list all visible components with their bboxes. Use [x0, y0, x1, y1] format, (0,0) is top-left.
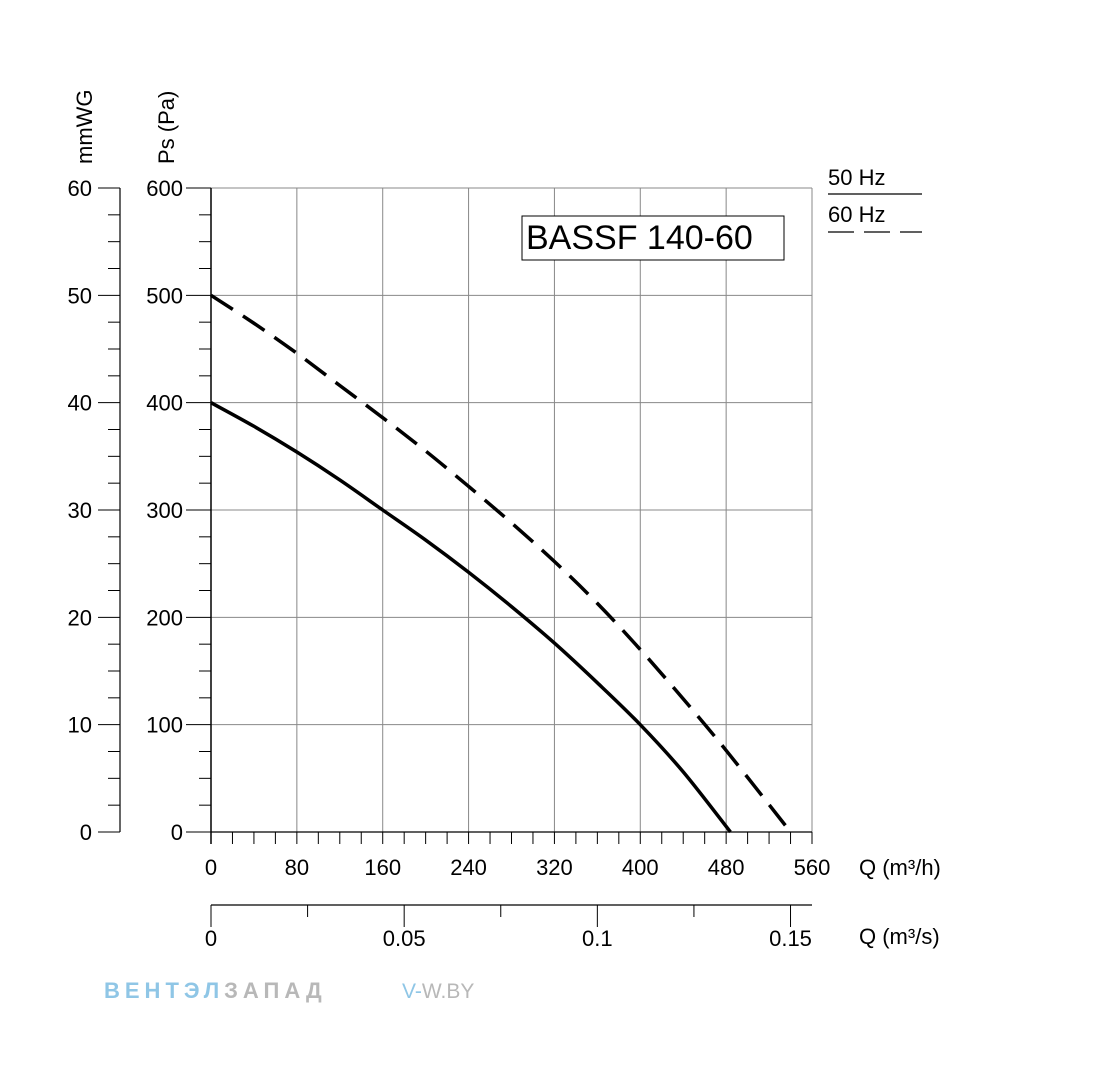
y-tick-label-mmwg: 50: [68, 283, 92, 308]
x-tick-label-m3s: 0: [205, 926, 217, 951]
y-axis-label-pa: Ps (Pa): [154, 91, 179, 164]
series-lines: [210, 293, 792, 834]
watermark-url-part2: W.BY: [421, 980, 475, 1003]
x-tick-label-m3h: 0: [205, 855, 217, 880]
watermark-brand-part2: ЗАПАД: [224, 978, 327, 1003]
y-tick-label-mmwg: 60: [68, 176, 92, 201]
y-tick-label-pa: 200: [146, 605, 183, 630]
x-tick-label-m3h: 80: [285, 855, 309, 880]
chart-title: BASSF 140-60: [526, 219, 753, 257]
plot-grid: [211, 187, 813, 832]
watermark-url: V-W.BY: [402, 980, 474, 1004]
watermark-url-part1: V-: [402, 980, 422, 1003]
axis-ticks: 0 80 160 240 320 400 480 5600100200300400500600…: [68, 176, 831, 951]
y-tick-label-mmwg: 20: [68, 605, 92, 630]
y-tick-label-pa: 0: [171, 820, 183, 845]
x-tick-label-m3h: 560: [794, 855, 831, 880]
y-tick-label-pa: 100: [146, 713, 183, 738]
x-tick-label-m3h: 160: [364, 855, 401, 880]
legend-label-60hz: 60 Hz: [828, 202, 885, 227]
watermark-brand-part1: ВЕНТЭЛ: [104, 978, 225, 1003]
y-tick-label-mmwg: 30: [68, 498, 92, 523]
y-axis-label-mmwg: mmWG: [72, 89, 97, 164]
y-tick-label-mmwg: 0: [80, 820, 92, 845]
series-line-60hz: [210, 293, 792, 834]
chart-title-box: BASSF 140-60: [521, 215, 785, 261]
y-tick-label-pa: 400: [146, 391, 183, 416]
x-tick-label-m3h: 400: [622, 855, 659, 880]
y-tick-label-pa: 600: [146, 176, 183, 201]
y-tick-label-mmwg: 40: [68, 391, 92, 416]
x-tick-label-m3h: 480: [708, 855, 745, 880]
x-tick-label-m3h: 240: [450, 855, 487, 880]
y-tick-label-mmwg: 10: [68, 713, 92, 738]
x-tick-label-m3s: 0.15: [769, 926, 812, 951]
series-line-50hz: [210, 401, 732, 834]
x-tick-label-m3h: 320: [536, 855, 573, 880]
y-tick-label-pa: 500: [146, 283, 183, 308]
legend-label-50hz: 50 Hz: [828, 165, 885, 190]
x-axis-label-m3s: Q (m³/s): [859, 924, 940, 949]
y-tick-label-pa: 300: [146, 498, 183, 523]
watermark-brand: ВЕНТЭЛЗАПАД: [104, 978, 327, 1004]
x-tick-label-m3s: 0.05: [383, 926, 426, 951]
legend: 50 Hz 60 Hz: [828, 165, 922, 233]
x-tick-label-m3s: 0.1: [582, 926, 613, 951]
x-axis-label-m3h: Q (m³/h): [859, 855, 941, 880]
